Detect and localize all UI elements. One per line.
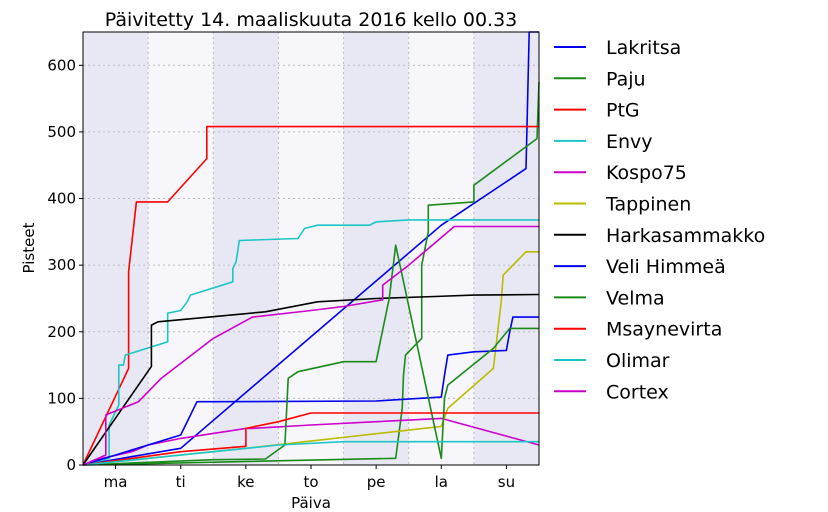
y-axis-ticks: 0 100 200 300 400 500 600 [47,56,83,474]
day-band [408,32,474,465]
x-axis-ticks: ma ti ke to pe la su [104,465,515,491]
series-line [82,293,540,466]
legend-label: Kospo75 [606,162,687,184]
gridlines [83,32,539,466]
day-band [148,32,214,465]
series-line [82,244,539,466]
chart-title: Päivitetty 14. maaliskuuta 2016 kello 00… [105,9,518,31]
x-tick-label: ti [176,473,186,491]
legend-label: Tappinen [605,194,691,216]
x-tick-label: ke [237,473,254,491]
series-line [82,440,539,466]
legend: Lakritsa Paju PtG Envy Kospo75 Tappinen Harkas… [554,37,765,403]
series-line [82,125,539,466]
series-line [82,251,539,466]
legend-label: Cortex [606,381,669,403]
x-tick-label: la [435,473,448,491]
x-tick-label: su [498,473,515,491]
x-tick-label: pe [367,473,386,491]
legend-label: Veli Himmeä [606,256,726,278]
y-tick-label: 200 [47,323,76,341]
legend-label: Paju [606,68,646,90]
y-tick-label: 400 [47,190,76,208]
y-tick-label: 300 [47,256,76,274]
series-line [82,316,539,466]
x-axis-label: Päiva [291,494,331,512]
legend-label: Msaynevirta [606,319,722,341]
y-tick-label: 600 [47,56,76,74]
x-tick-label: ma [104,473,128,491]
y-tick-label: 100 [47,389,76,407]
legend-label: Envy [606,131,653,153]
legend-label: Olimar [606,350,670,372]
y-tick-label: 500 [47,123,76,141]
day-band [278,32,344,465]
legend-label: Harkasammakko [606,225,765,247]
series-line [82,225,539,466]
x-tick-label: to [303,473,318,491]
series-line [82,412,539,466]
series-line [82,219,539,466]
legend-label: Lakritsa [606,37,681,59]
day-bands [83,32,539,465]
y-axis-label: Pisteet [20,222,38,273]
legend-label: PtG [606,100,640,122]
day-band [83,32,149,465]
day-band [473,32,539,465]
day-band [213,32,279,465]
day-band [343,32,409,465]
y-tick-label: 0 [66,456,76,474]
series-line [82,81,540,466]
legend-label: Velma [606,287,665,309]
